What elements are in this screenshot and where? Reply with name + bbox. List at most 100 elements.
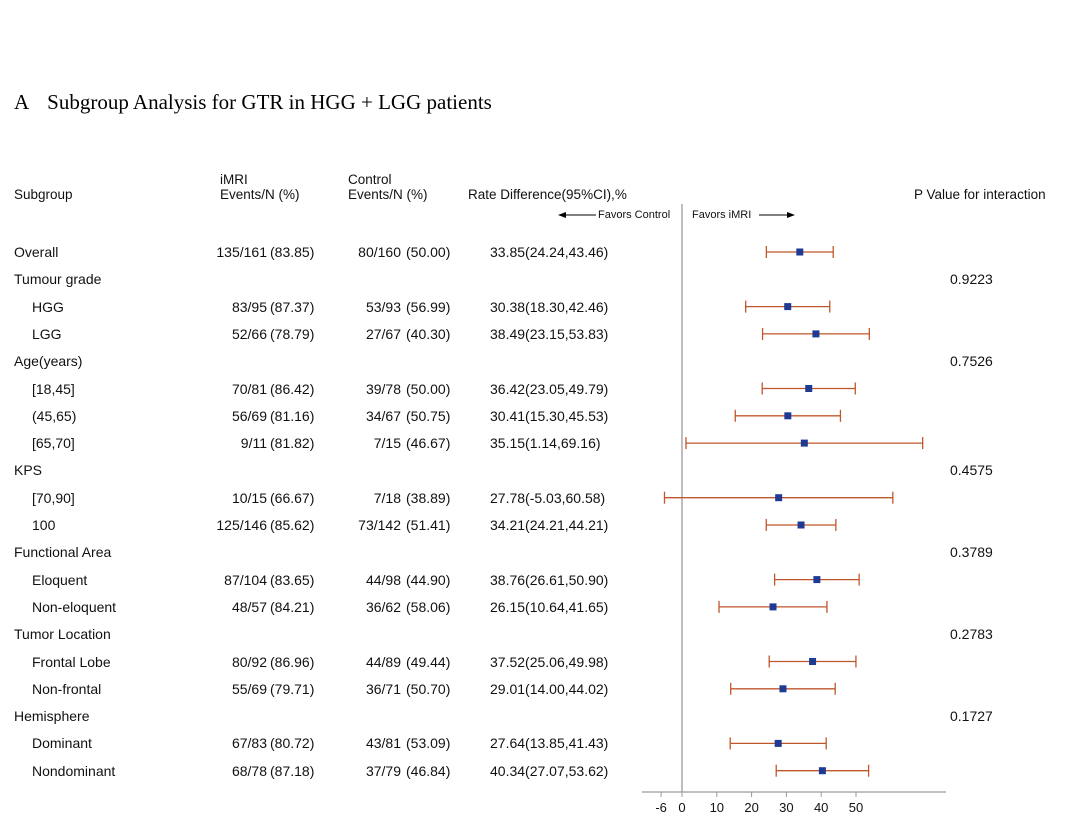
- control-events: 36/71: [365, 680, 401, 697]
- control-events: 7/15: [373, 435, 401, 452]
- control-events: 36/62: [365, 598, 401, 615]
- control-percent: (51.41): [406, 517, 451, 533]
- p-value: 0.2783: [950, 626, 993, 643]
- imri-percent: (66.67): [270, 489, 315, 506]
- point-estimate: [805, 385, 813, 392]
- control-percent: (50.00): [406, 380, 451, 397]
- point-estimate: [797, 521, 805, 529]
- imri-events: 68/78: [231, 762, 267, 779]
- imri-events: 10/15: [231, 489, 267, 506]
- imri-events: 87/104: [224, 571, 267, 588]
- rate-difference-ci: 35.15(1.14,69.16): [490, 435, 601, 452]
- header-p-value: P Value for interaction: [914, 187, 1046, 202]
- rate-difference-ci: 27.78(-5.03,60.58): [490, 489, 606, 506]
- rate-difference-ci: 30.38(18.30,42.46): [490, 298, 609, 315]
- control-percent: (49.44): [406, 653, 451, 670]
- control-events: 53/93: [365, 298, 401, 315]
- panel-letter: A: [14, 90, 30, 114]
- subgroup-label: Nondominant: [32, 762, 116, 779]
- subgroup-label: HGG: [32, 298, 64, 315]
- x-tick-label: -6: [655, 800, 667, 815]
- header-control: Control Events/N (%): [348, 172, 428, 202]
- control-events: 27/67: [365, 325, 401, 342]
- favors-control-label: Favors Control: [598, 209, 671, 221]
- control-percent: (46.84): [406, 762, 451, 779]
- imri-percent: (80.72): [270, 735, 315, 752]
- rate-difference-ci: 29.01(14.00,44.02): [490, 680, 609, 697]
- rate-difference-ci: 38.49(23.15,53.83): [490, 325, 609, 342]
- point-estimate: [800, 439, 808, 447]
- point-estimate: [813, 576, 821, 584]
- imri-percent: (86.96): [270, 653, 315, 670]
- imri-percent: (79.71): [270, 680, 315, 697]
- point-estimate: [796, 248, 804, 256]
- control-percent: (38.89): [406, 489, 451, 506]
- imri-events: 9/11: [240, 435, 267, 452]
- imri-percent: (83.65): [270, 571, 315, 588]
- point-estimate: [784, 412, 792, 420]
- control-percent: (56.99): [406, 298, 451, 315]
- rate-difference-ci: 26.15(10.64,41.65): [490, 598, 609, 615]
- p-value: 0.1727: [950, 708, 993, 725]
- control-events: 43/81: [365, 735, 401, 752]
- subgroup-label: [65,70]: [32, 435, 75, 452]
- imri-events: 67/83: [231, 735, 267, 752]
- control-percent: (53.09): [406, 735, 451, 752]
- subgroup-label: LGG: [32, 325, 62, 342]
- rate-difference-ci: 30.41(15.30,45.53): [490, 407, 609, 424]
- subgroup-heading: Overall: [14, 244, 59, 260]
- control-events: 80/160: [358, 244, 401, 260]
- rate-difference-ci: 37.52(25.06,49.98): [490, 653, 609, 670]
- subgroup-label: Eloquent: [32, 571, 88, 588]
- subgroup-label: Frontal Lobe: [32, 653, 111, 670]
- control-events: 44/89: [365, 653, 401, 670]
- control-percent: (46.67): [406, 435, 451, 452]
- control-events: 39/78: [365, 380, 401, 397]
- imri-events: 80/92: [231, 653, 267, 670]
- rate-difference-ci: 36.42(23.05,49.79): [490, 380, 609, 397]
- point-estimate: [784, 303, 792, 311]
- subgroup-heading: KPS: [14, 462, 43, 479]
- control-events: 7/18: [373, 489, 401, 506]
- control-percent: (50.00): [406, 244, 451, 260]
- imri-events: 135/161: [216, 244, 267, 260]
- subgroup-label: Non-eloquent: [32, 598, 117, 615]
- subgroup-heading: Tumor Location: [14, 626, 111, 643]
- header-imri-line2: Events/N (%): [220, 187, 300, 202]
- subgroup-heading: Hemisphere: [14, 708, 90, 725]
- imri-events: 70/81: [231, 380, 267, 397]
- imri-percent: (78.79): [270, 325, 315, 342]
- imri-events: 125/146: [216, 517, 267, 533]
- imri-percent: (85.62): [270, 517, 315, 533]
- imri-percent: (87.18): [270, 762, 315, 779]
- subgroup-label: Non-frontal: [32, 680, 102, 697]
- control-percent: (50.70): [406, 680, 451, 697]
- point-estimate: [818, 767, 826, 775]
- subgroup-heading: Tumour grade: [14, 271, 102, 288]
- header-control-line1: Control: [348, 172, 392, 187]
- x-tick-label: 0: [678, 800, 685, 815]
- title-text: Subgroup Analysis for GTR in HGG + LGG p…: [47, 90, 492, 114]
- header-imri: iMRI Events/N (%): [220, 172, 300, 202]
- p-value: 0.9223: [950, 271, 993, 288]
- subgroup-heading: Age(years): [14, 353, 83, 370]
- chart-title: A Subgroup Analysis for GTR in HGG + LGG …: [14, 90, 492, 115]
- rate-difference-ci: 27.64(13.85,41.43): [490, 735, 609, 752]
- header-rate-difference: Rate Difference(95%CI),%: [468, 187, 627, 202]
- x-tick-label: 40: [814, 800, 828, 815]
- rate-difference-ci: 40.34(27.07,53.62): [490, 762, 609, 779]
- rate-difference-ci: 34.21(24.21,44.21): [490, 517, 609, 533]
- p-value: 0.7526: [950, 353, 993, 370]
- p-value: 0.4575: [950, 462, 993, 479]
- rate-difference-ci: 38.76(26.61,50.90): [490, 571, 609, 588]
- point-estimate: [769, 603, 777, 611]
- imri-percent: (86.42): [270, 380, 315, 397]
- subgroup-label: 100: [32, 517, 56, 533]
- imri-percent: (81.82): [270, 435, 315, 452]
- header-subgroup: Subgroup: [14, 187, 73, 202]
- subgroup-label: [70,90]: [32, 489, 75, 506]
- x-tick-label: 30: [779, 800, 793, 815]
- control-events: 73/142: [358, 517, 401, 533]
- point-estimate: [812, 330, 820, 338]
